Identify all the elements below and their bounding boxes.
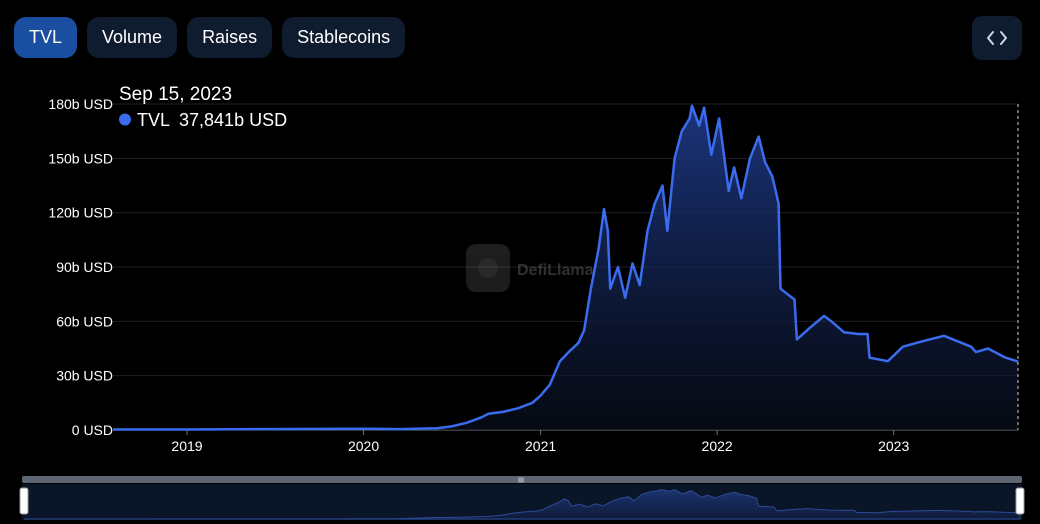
y-axis-tick-labels: 0 USD 30b USD 60b USD 90b USD 120b USD 150b U… [48,96,113,438]
y-tick-label: 120b USD [48,205,113,221]
y-tick-label: 30b USD [56,368,113,384]
watermark-text: DefiLlama [517,262,594,279]
y-tick-label: 90b USD [56,259,113,275]
tooltip-value: 37,841b USD [179,110,287,130]
defillama-watermark: DefiLlama [466,244,594,292]
tooltip-date: Sep 15, 2023 [119,84,232,105]
x-tick-label: 2020 [348,438,379,454]
watermark-logo [466,244,510,292]
zoom-handle-right[interactable] [1015,487,1025,515]
zoom-grip-icon[interactable]: III [518,478,524,485]
tooltip-series-dot [119,113,131,126]
tvl-series-line [113,104,1019,431]
zoom-top-bar[interactable] [22,476,1022,483]
x-tick-label: 2019 [171,438,202,454]
tooltip-series-name: TVL [137,110,170,130]
y-tick-label: 0 USD [72,422,113,438]
tab-stablecoins[interactable]: Stablecoins [282,17,406,58]
x-tick-label: 2023 [878,438,909,454]
zoom-handle-left[interactable] [19,487,29,515]
watermark-logo-mark [478,258,498,278]
tvl-area-fill [113,105,1018,431]
y-tick-label: 60b USD [56,313,113,329]
y-tick-label: 180b USD [48,96,113,112]
x-tick-label: 2021 [525,438,556,454]
zoom-preview-area [24,488,1021,520]
tab-raises[interactable]: Raises [187,17,273,58]
chart-tab-bar: TVL Volume Raises Stablecoins [14,17,406,58]
x-tick-label: 2022 [702,438,733,454]
code-brackets-icon [987,31,1007,45]
y-tick-label: 150b USD [48,150,113,166]
embed-code-button[interactable] [972,16,1022,60]
tab-volume[interactable]: Volume [87,17,178,58]
data-zoom-slider[interactable]: III [19,476,1025,520]
x-axis-tick-labels: 2019 2020 2021 2022 2023 [113,429,1018,454]
tab-tvl[interactable]: TVL [14,17,78,58]
tooltip-series-label: TVL 37,841b USD [137,110,287,130]
